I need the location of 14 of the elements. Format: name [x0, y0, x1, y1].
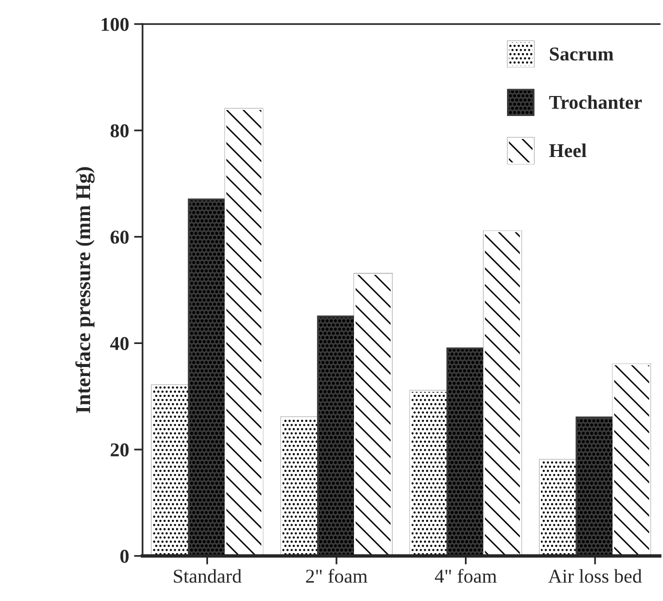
y-tick-label: 20 — [110, 443, 129, 456]
x-tick-label: 4" foam — [434, 568, 497, 583]
y-axis-title: Interface pressure (mm Hg) — [75, 167, 95, 414]
legend-label: Trochanter — [549, 95, 642, 109]
x-tick-label: Standard — [174, 569, 242, 583]
y-tick-label: 100 — [102, 18, 129, 31]
y-tick-label: 80 — [110, 124, 129, 138]
x-tick-label: 2" foam — [306, 568, 368, 583]
y-tick-label: 60 — [110, 230, 129, 244]
legend-label: Heel — [549, 144, 586, 158]
legend-label: Sacrum — [550, 48, 614, 61]
y-tick-label: 40 — [110, 336, 129, 350]
y-tick-label: 0 — [120, 550, 129, 563]
x-tick-label: Air loss bed — [548, 569, 642, 583]
